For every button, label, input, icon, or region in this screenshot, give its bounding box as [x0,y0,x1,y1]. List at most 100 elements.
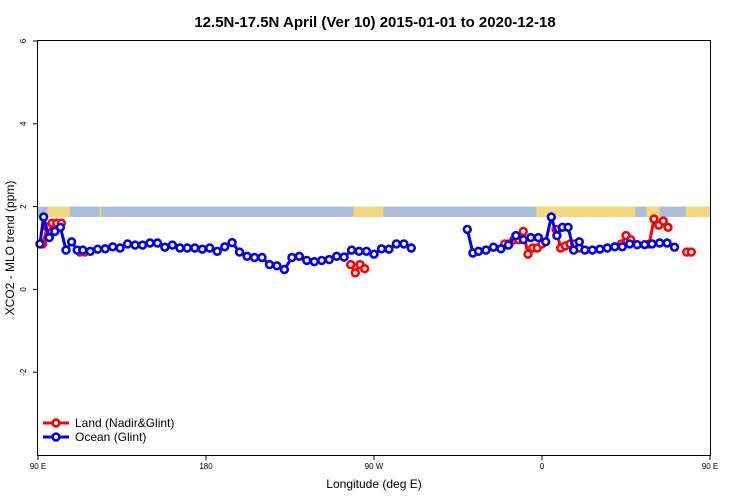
data-point [563,222,573,233]
data-point [160,242,170,252]
legend-item: Ocean (Glint) [43,430,146,444]
land-patch [99,206,102,217]
data-point [658,216,668,226]
data-point [503,240,514,250]
data-point [287,252,297,263]
data-point [574,237,584,247]
data-point [662,238,672,248]
data-point [61,245,71,255]
data-point [511,230,521,241]
y-tick-label: 0 [19,287,28,292]
data-point [107,242,118,252]
data-point [360,264,370,274]
map-band [38,206,710,217]
data-point [552,230,562,241]
data-point [234,247,245,257]
data-point [540,237,551,247]
data-point [639,240,650,250]
data-point [205,243,215,253]
y-tick-label: 4 [19,121,28,126]
data-point [649,214,659,224]
data-point [152,238,163,248]
data-point [399,239,409,249]
x-axis-label: Longitude (deg E) [326,477,421,491]
data-point [272,261,282,271]
data-point [346,245,357,255]
data-point [35,239,45,249]
data-point [354,246,364,257]
data-point [309,257,319,267]
data-point [361,246,372,257]
data-point [647,239,657,249]
data-point [44,232,54,243]
data-point [227,237,237,248]
data-point [279,264,290,275]
data-point [220,242,230,252]
legend-item: Land (Nadir&Glint) [43,416,174,430]
y-tick-label: 6 [19,38,28,43]
data-point [580,245,590,255]
chart-title: 12.5N-17.5N April (Ver 10) 2015-01-01 to… [194,14,555,31]
data-point [212,246,222,257]
data-point [66,237,77,247]
data-point [175,243,185,253]
data-point [406,243,416,253]
data-point [518,235,528,245]
data-point [369,249,379,259]
data-point [317,255,327,266]
data-point [346,259,356,270]
data-point [122,239,133,249]
x-axis: 90 E 180 90 W 0 90 E [30,455,718,471]
data-point [481,245,491,255]
data-point [595,244,605,254]
data-point [249,252,260,263]
data-point [518,226,528,237]
y-tick-label: 2 [19,204,28,209]
data-point [632,240,642,250]
data-point [332,251,342,261]
data-point [145,238,155,248]
data-point [587,245,598,255]
data-point [496,244,506,254]
land-patch [353,206,384,217]
data-point [264,259,275,270]
data-point [167,240,178,250]
data-point [686,247,696,257]
data-point [339,252,349,262]
data-point [182,243,193,253]
data-point [92,244,103,254]
series-layer [35,211,696,278]
data-point [617,242,627,252]
y-axis-label: XCO2 - MLO trend (ppm) [3,181,17,316]
data-point [324,254,334,265]
plot-area [35,40,711,456]
data-point [546,212,556,222]
data-point [38,212,49,222]
data-point [488,242,499,252]
data-point [473,246,484,257]
data-point [526,232,536,243]
data-point [669,242,680,252]
data-point [384,244,394,254]
data-point [242,251,252,261]
data-point [523,249,533,259]
data-point [533,232,543,243]
x-tick-label: 0 [540,462,545,471]
x-tick-label: 180 [199,462,213,471]
data-point [654,238,665,248]
data-point [624,239,635,249]
land-patch [646,206,660,217]
y-axis: -2 0 2 4 6 [19,38,38,376]
y-tick-label: -2 [19,368,28,376]
legend-label: Ocean (Glint) [75,430,146,444]
data-point [294,251,304,261]
data-point [302,255,312,266]
data-point [257,252,267,263]
data-point [190,243,200,253]
legend-swatch-marker [51,418,61,428]
data-point [197,244,208,254]
data-point [602,243,612,253]
x-tick-label: 90 W [365,462,384,471]
legend: Land (Nadir&Glint)Ocean (Glint) [43,416,174,444]
